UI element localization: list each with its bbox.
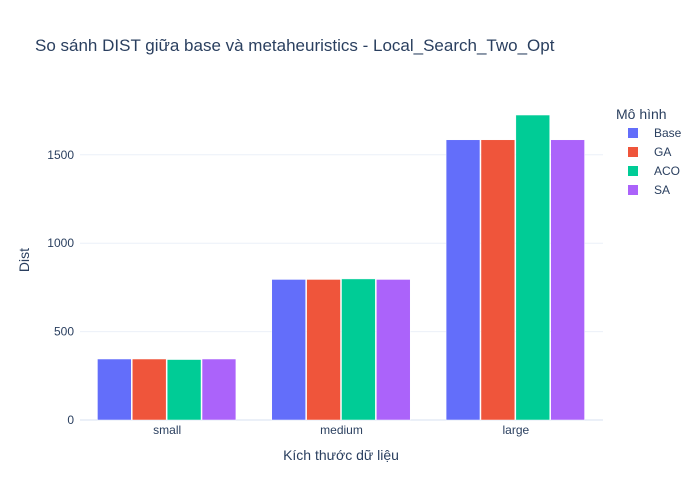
bar-ga-medium (306, 279, 341, 421)
y-tick-labels: 0 500 1000 1500 (47, 148, 74, 427)
y-axis-title: Dist (16, 248, 32, 272)
bar-base-small (97, 358, 132, 421)
y-tick-label: 1000 (47, 236, 74, 250)
bar-ga-large (480, 139, 516, 421)
y-tick-label: 0 (67, 413, 74, 427)
legend-swatch-aco[interactable] (628, 166, 638, 176)
bar-sa-medium (376, 279, 411, 421)
legend-label-ga[interactable]: GA (654, 145, 671, 159)
bar-sa-large (550, 139, 585, 421)
x-tick-labels: small medium large (153, 423, 529, 437)
x-tick-label-small: small (153, 423, 181, 437)
legend-swatch-base[interactable] (628, 128, 638, 138)
bar-aco-medium (341, 278, 376, 421)
bar-aco-large (515, 114, 550, 421)
legend: Mô hình Base GA ACO SA (616, 106, 682, 197)
bar-ga-small (132, 358, 167, 421)
legend-label-aco[interactable]: ACO (654, 164, 680, 178)
legend-swatch-sa[interactable] (628, 185, 638, 195)
y-tick-label: 1500 (47, 148, 74, 162)
chart-title: So sánh DIST giữa base và metaheuristics… (35, 36, 555, 55)
x-axis-title: Kích thước dữ liệu (283, 447, 399, 463)
bar-aco-small (166, 359, 202, 421)
x-tick-label-large: large (502, 423, 529, 437)
legend-label-sa[interactable]: SA (654, 183, 670, 197)
bar-base-medium (271, 279, 306, 421)
y-tick-label: 500 (54, 325, 74, 339)
legend-swatch-ga[interactable] (628, 147, 638, 157)
bar-sa-small (201, 358, 237, 421)
x-tick-label-medium: medium (320, 423, 363, 437)
bar-series (97, 114, 585, 421)
bar-base-large (445, 139, 481, 421)
legend-title: Mô hình (616, 106, 667, 122)
legend-label-base[interactable]: Base (654, 126, 682, 140)
